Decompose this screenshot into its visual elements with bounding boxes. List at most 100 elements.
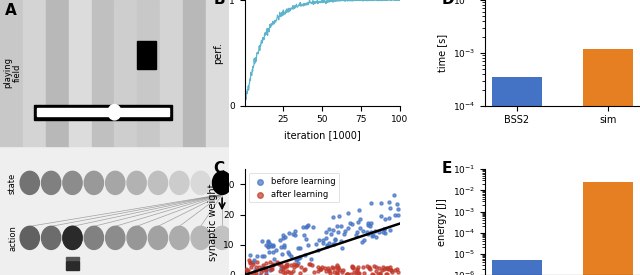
after learning — [352, 268, 362, 273]
before learning — [385, 206, 396, 211]
after learning — [367, 272, 377, 275]
before learning — [355, 217, 365, 221]
Circle shape — [148, 226, 168, 249]
before learning — [357, 239, 367, 244]
after learning — [271, 260, 282, 264]
before learning — [305, 257, 316, 261]
Circle shape — [191, 226, 211, 249]
before learning — [340, 229, 350, 233]
after learning — [258, 262, 268, 267]
Circle shape — [42, 226, 61, 249]
Bar — [138, 41, 156, 69]
before learning — [275, 237, 285, 242]
before learning — [303, 242, 314, 247]
before learning — [275, 266, 285, 270]
Bar — [138, 0, 160, 146]
before learning — [301, 224, 312, 228]
Circle shape — [191, 171, 211, 194]
before learning — [290, 233, 300, 238]
after learning — [300, 267, 310, 271]
before learning — [314, 238, 324, 242]
after learning — [348, 266, 358, 271]
Bar — [115, 0, 138, 146]
before learning — [355, 226, 365, 231]
before learning — [367, 233, 377, 238]
after learning — [313, 269, 323, 273]
before learning — [252, 254, 262, 258]
after learning — [332, 269, 342, 273]
before learning — [289, 229, 300, 233]
after learning — [260, 267, 271, 272]
after learning — [362, 264, 372, 268]
before learning — [328, 242, 338, 246]
after learning — [323, 269, 333, 273]
after learning — [377, 268, 387, 272]
after learning — [329, 270, 339, 274]
after learning — [332, 271, 342, 275]
after learning — [294, 271, 305, 275]
after learning — [327, 265, 337, 269]
after learning — [282, 263, 292, 268]
before learning — [374, 230, 384, 235]
before learning — [353, 220, 363, 224]
after learning — [332, 263, 342, 268]
before learning — [376, 201, 386, 206]
before learning — [370, 229, 380, 233]
before learning — [257, 266, 267, 270]
before learning — [368, 233, 378, 238]
before learning — [263, 239, 273, 244]
before learning — [263, 245, 273, 249]
Circle shape — [42, 171, 61, 194]
after learning — [280, 265, 290, 269]
before learning — [278, 236, 288, 240]
Bar — [68, 0, 92, 146]
before learning — [248, 260, 258, 264]
before learning — [279, 245, 289, 249]
Circle shape — [212, 226, 232, 249]
before learning — [342, 226, 353, 230]
before learning — [292, 257, 302, 261]
before learning — [298, 225, 308, 230]
before learning — [383, 216, 394, 221]
after learning — [266, 267, 276, 271]
Circle shape — [20, 226, 40, 249]
before learning — [328, 215, 338, 219]
before learning — [283, 250, 293, 254]
Text: A: A — [4, 3, 17, 18]
after learning — [313, 265, 323, 269]
after learning — [385, 265, 395, 269]
before learning — [321, 230, 331, 234]
before learning — [259, 254, 269, 259]
after learning — [282, 262, 292, 266]
before learning — [301, 225, 312, 229]
after learning — [275, 268, 285, 273]
after learning — [347, 264, 357, 268]
before learning — [385, 228, 395, 233]
Circle shape — [170, 226, 189, 249]
before learning — [257, 265, 268, 269]
before learning — [257, 239, 267, 244]
after learning — [381, 272, 392, 275]
before learning — [355, 208, 365, 213]
after learning — [316, 266, 326, 271]
before learning — [330, 238, 340, 243]
after learning — [307, 263, 317, 267]
before learning — [392, 207, 403, 211]
after learning — [305, 262, 315, 266]
before learning — [359, 237, 369, 242]
Bar — [583, 182, 633, 275]
Circle shape — [63, 226, 82, 249]
before learning — [268, 257, 278, 262]
before learning — [259, 266, 269, 270]
X-axis label: iteration [1000]: iteration [1000] — [284, 130, 360, 140]
after learning — [392, 270, 403, 274]
before learning — [303, 223, 314, 227]
before learning — [351, 232, 362, 237]
before learning — [280, 235, 290, 240]
after learning — [340, 273, 351, 275]
after learning — [392, 267, 403, 271]
after learning — [332, 271, 342, 275]
after learning — [285, 271, 296, 275]
after learning — [273, 261, 283, 265]
before learning — [300, 253, 310, 257]
